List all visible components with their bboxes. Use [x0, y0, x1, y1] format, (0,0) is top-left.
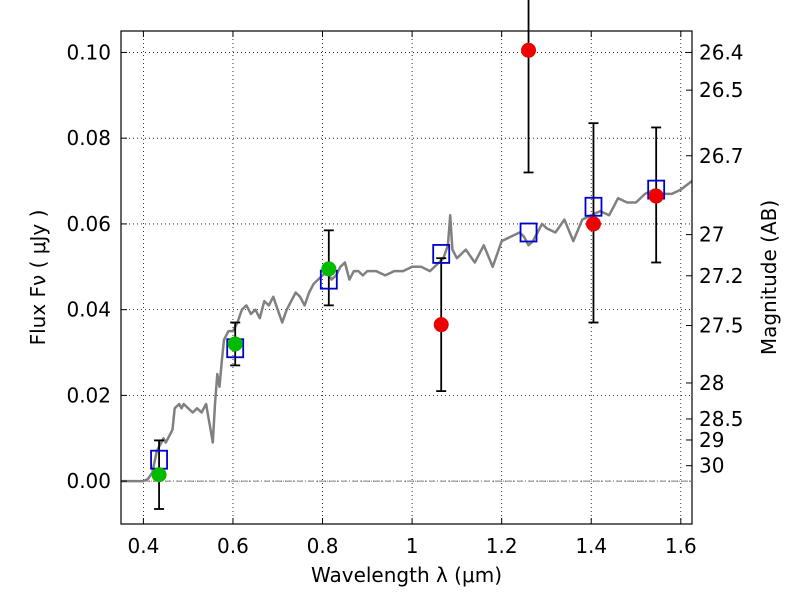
y-tick-labels: 0.00 0.02 0.04 0.06 0.08 0.10: [66, 40, 111, 493]
axis-ticks: [121, 31, 692, 524]
model-box-marker: [584, 196, 603, 217]
model-box-marker: [519, 222, 538, 243]
x-tick-label: 0.4: [127, 534, 159, 558]
green-data-point: [321, 261, 337, 277]
x-tick-label: 0.8: [307, 534, 339, 558]
y2-tick-label: 29: [699, 428, 724, 452]
x-tick-label: 1: [406, 534, 419, 558]
x-axis-label: Wavelength λ (μm): [311, 563, 502, 587]
y2-tick-label: 28: [699, 371, 724, 395]
green-data-point: [151, 467, 167, 483]
y2-tick-label: 27.5: [699, 314, 744, 338]
red-data-point: [585, 216, 601, 232]
y2-tick-label: 26.5: [699, 78, 744, 102]
y2-tick-label: 26.7: [699, 144, 744, 168]
y2-tick-label: 27: [699, 223, 724, 247]
y2-tick-label: 30: [699, 454, 724, 478]
plot-frame: [120, 30, 693, 525]
observed-point-layer: [151, 42, 664, 483]
y-tick-label: 0.04: [66, 298, 111, 322]
y-tick-label: 0.06: [66, 212, 111, 236]
y-tick-label: 0.08: [66, 126, 111, 150]
sed-curve: [121, 180, 693, 483]
model-box-marker: [432, 244, 451, 264]
model-box-layer: [150, 179, 666, 470]
red-data-point: [433, 317, 449, 333]
y2-tick-label: 27.2: [699, 264, 744, 288]
green-data-point: [227, 336, 243, 352]
sed-curve-layer: [121, 180, 693, 483]
y2-axis-label: Magnitude (AB): [757, 200, 781, 355]
x-tick-label: 1.4: [575, 534, 607, 558]
x-tick-labels: 0.4 0.6 0.8 1 1.2 1.4 1.6: [127, 534, 696, 558]
y-tick-label: 0.02: [66, 383, 111, 407]
y-tick-label: 0.00: [66, 469, 111, 493]
red-data-point: [521, 42, 537, 58]
y-tick-label: 0.10: [66, 40, 111, 64]
x-tick-label: 1.2: [486, 534, 518, 558]
grid-lines: [121, 31, 692, 524]
x-tick-label: 0.6: [217, 534, 249, 558]
red-data-point: [648, 188, 664, 204]
x-tick-label: 1.6: [665, 534, 697, 558]
y2-tick-label: 26.4: [699, 40, 744, 64]
errorbar-layer: [154, 0, 662, 510]
y2-tick-label: 28.5: [699, 407, 744, 431]
y-axis-label: Flux Fν ( μJy ): [26, 210, 50, 346]
